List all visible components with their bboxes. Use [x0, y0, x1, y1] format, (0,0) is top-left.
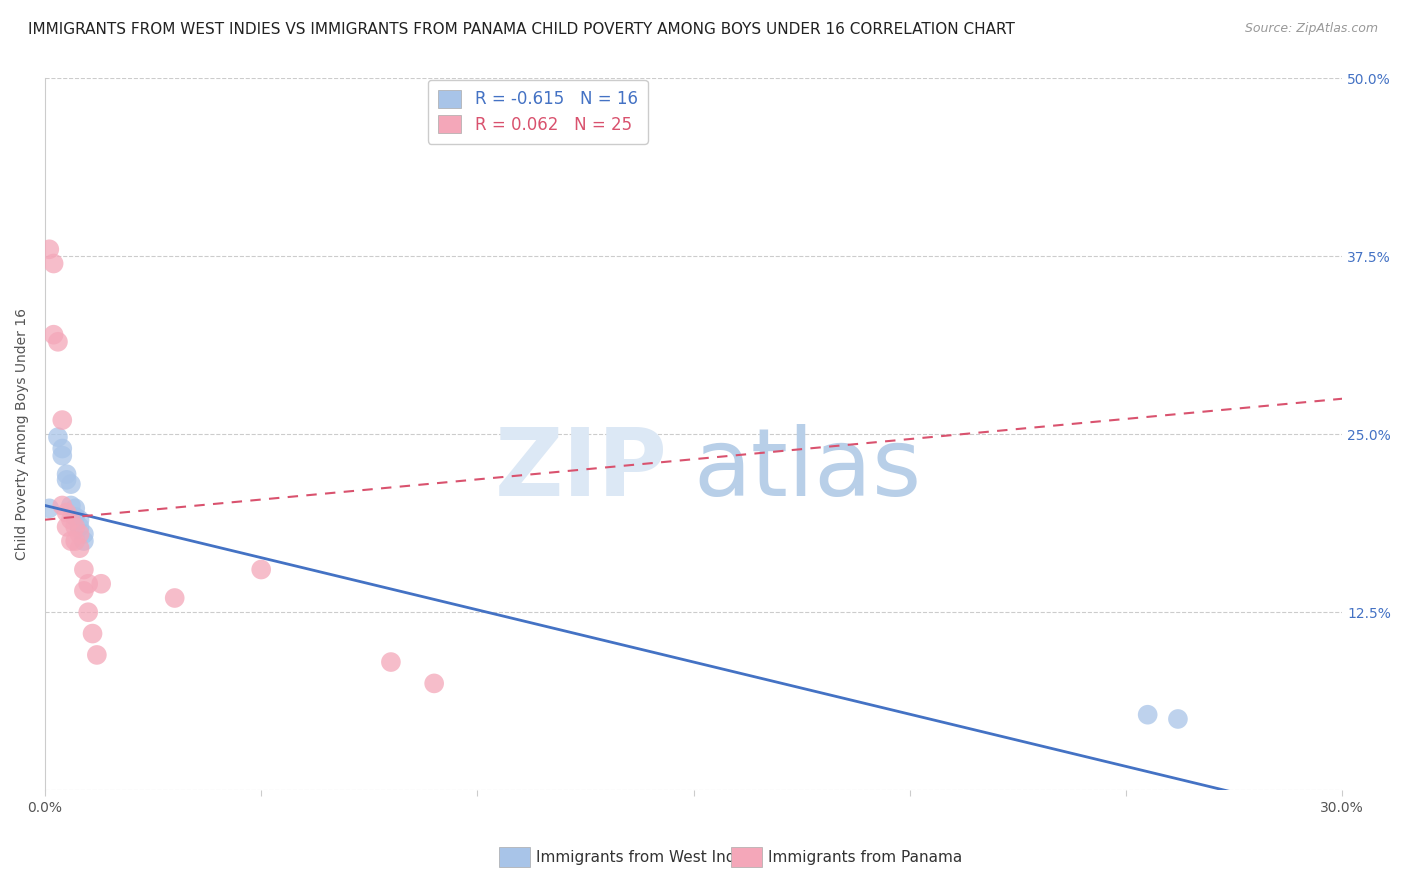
Point — [77, 576, 100, 591]
Point — [59, 477, 82, 491]
Point — [73, 534, 96, 549]
Point — [42, 327, 65, 342]
Point — [55, 520, 77, 534]
Point — [65, 501, 87, 516]
Text: Immigrants from West Indies: Immigrants from West Indies — [536, 850, 756, 864]
Point — [46, 430, 69, 444]
Point — [65, 520, 87, 534]
Legend: R = -0.615   N = 16, R = 0.062   N = 25: R = -0.615 N = 16, R = 0.062 N = 25 — [427, 79, 648, 144]
Point — [59, 499, 82, 513]
Point — [46, 334, 69, 349]
Y-axis label: Child Poverty Among Boys Under 16: Child Poverty Among Boys Under 16 — [15, 309, 30, 560]
Point — [51, 449, 73, 463]
Point — [69, 541, 91, 556]
Point — [42, 256, 65, 270]
Point — [51, 442, 73, 456]
Point — [38, 501, 60, 516]
Point — [51, 413, 73, 427]
Point — [90, 576, 112, 591]
Point — [250, 562, 273, 576]
Point — [69, 527, 91, 541]
Point — [82, 626, 104, 640]
Point — [55, 506, 77, 520]
Point — [86, 648, 108, 662]
Text: Source: ZipAtlas.com: Source: ZipAtlas.com — [1244, 22, 1378, 36]
Point — [59, 513, 82, 527]
Point — [69, 520, 91, 534]
Point — [163, 591, 186, 605]
Point — [1167, 712, 1189, 726]
Point — [55, 467, 77, 482]
Point — [423, 676, 446, 690]
Point — [65, 509, 87, 524]
Point — [73, 527, 96, 541]
Point — [73, 583, 96, 598]
Point — [59, 534, 82, 549]
Point — [1136, 707, 1159, 722]
Point — [38, 242, 60, 256]
Text: Immigrants from Panama: Immigrants from Panama — [768, 850, 962, 864]
Point — [55, 473, 77, 487]
Point — [77, 605, 100, 619]
Point — [380, 655, 402, 669]
Point — [65, 534, 87, 549]
Point — [73, 562, 96, 576]
Text: atlas: atlas — [693, 424, 922, 516]
Text: IMMIGRANTS FROM WEST INDIES VS IMMIGRANTS FROM PANAMA CHILD POVERTY AMONG BOYS U: IMMIGRANTS FROM WEST INDIES VS IMMIGRANT… — [28, 22, 1015, 37]
Point — [69, 513, 91, 527]
Point — [51, 499, 73, 513]
Text: ZIP: ZIP — [495, 424, 668, 516]
